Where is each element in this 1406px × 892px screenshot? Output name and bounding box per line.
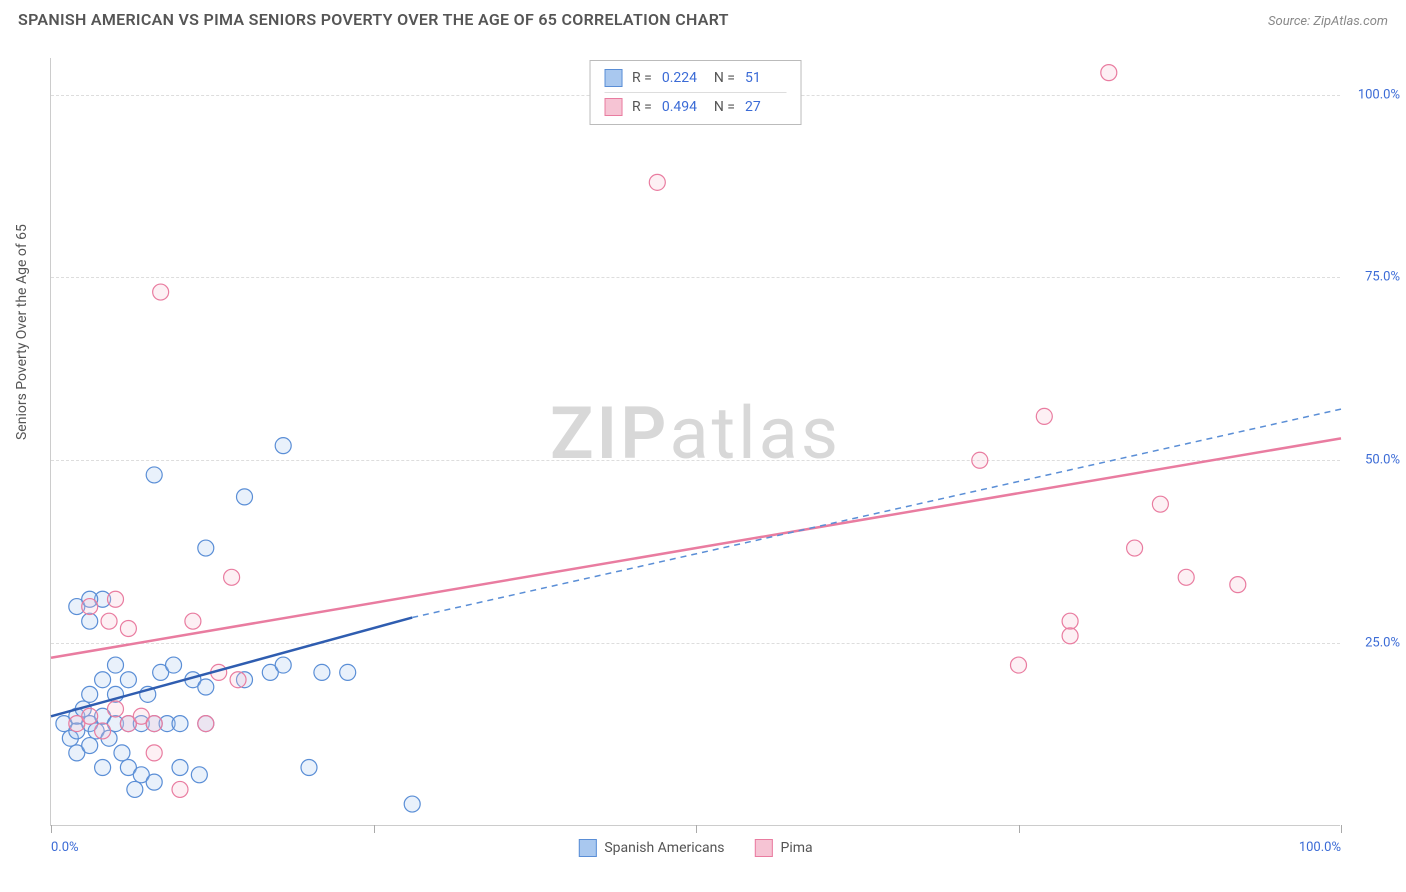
n-label-2: N =	[714, 99, 735, 115]
y-axis-label: Seniors Poverty Over the Age of 65	[14, 224, 30, 440]
r-label-1: R =	[632, 70, 652, 86]
plot-area: ZIPatlas R = 0.224 N = 51 R = 0.494 N = …	[50, 58, 1340, 826]
x-tick	[51, 825, 52, 833]
swatch-series2-icon	[604, 98, 622, 116]
y-tick-label: 75.0%	[1345, 270, 1400, 285]
legend-row-series2: R = 0.494 N = 27	[604, 92, 787, 118]
chart-title: SPANISH AMERICAN VS PIMA SENIORS POVERTY…	[18, 10, 729, 29]
n-label-1: N =	[714, 70, 735, 86]
chart-svg	[51, 58, 1340, 825]
y-tick-label: 25.0%	[1345, 636, 1400, 651]
x-tick	[374, 825, 375, 833]
x-tick-label: 0.0%	[51, 840, 79, 855]
legend-item-series2: Pima	[755, 839, 813, 857]
r-label-2: R =	[632, 99, 652, 115]
r-value-2: 0.494	[662, 99, 704, 115]
chart-source: Source: ZipAtlas.com	[1268, 14, 1388, 29]
legend-series: Spanish Americans Pima	[578, 839, 812, 857]
y-tick-label: 100.0%	[1345, 87, 1400, 102]
chart-header: SPANISH AMERICAN VS PIMA SENIORS POVERTY…	[18, 10, 1388, 29]
x-tick-label: 100.0%	[1299, 840, 1341, 855]
n-value-1: 51	[745, 70, 787, 86]
legend-item-series1: Spanish Americans	[578, 839, 724, 857]
r-value-1: 0.224	[662, 70, 704, 86]
legend-row-series1: R = 0.224 N = 51	[604, 67, 787, 89]
n-value-2: 27	[745, 99, 787, 115]
legend-correlation: R = 0.224 N = 51 R = 0.494 N = 27	[589, 60, 802, 125]
swatch-series1-bottom-icon	[578, 839, 596, 857]
legend-label-series2: Pima	[781, 840, 813, 856]
y-tick-label: 50.0%	[1345, 453, 1400, 468]
legend-label-series1: Spanish Americans	[604, 840, 724, 856]
x-tick	[696, 825, 697, 833]
x-tick	[1019, 825, 1020, 833]
x-tick	[1341, 825, 1342, 833]
swatch-series1-icon	[604, 69, 622, 87]
swatch-series2-bottom-icon	[755, 839, 773, 857]
